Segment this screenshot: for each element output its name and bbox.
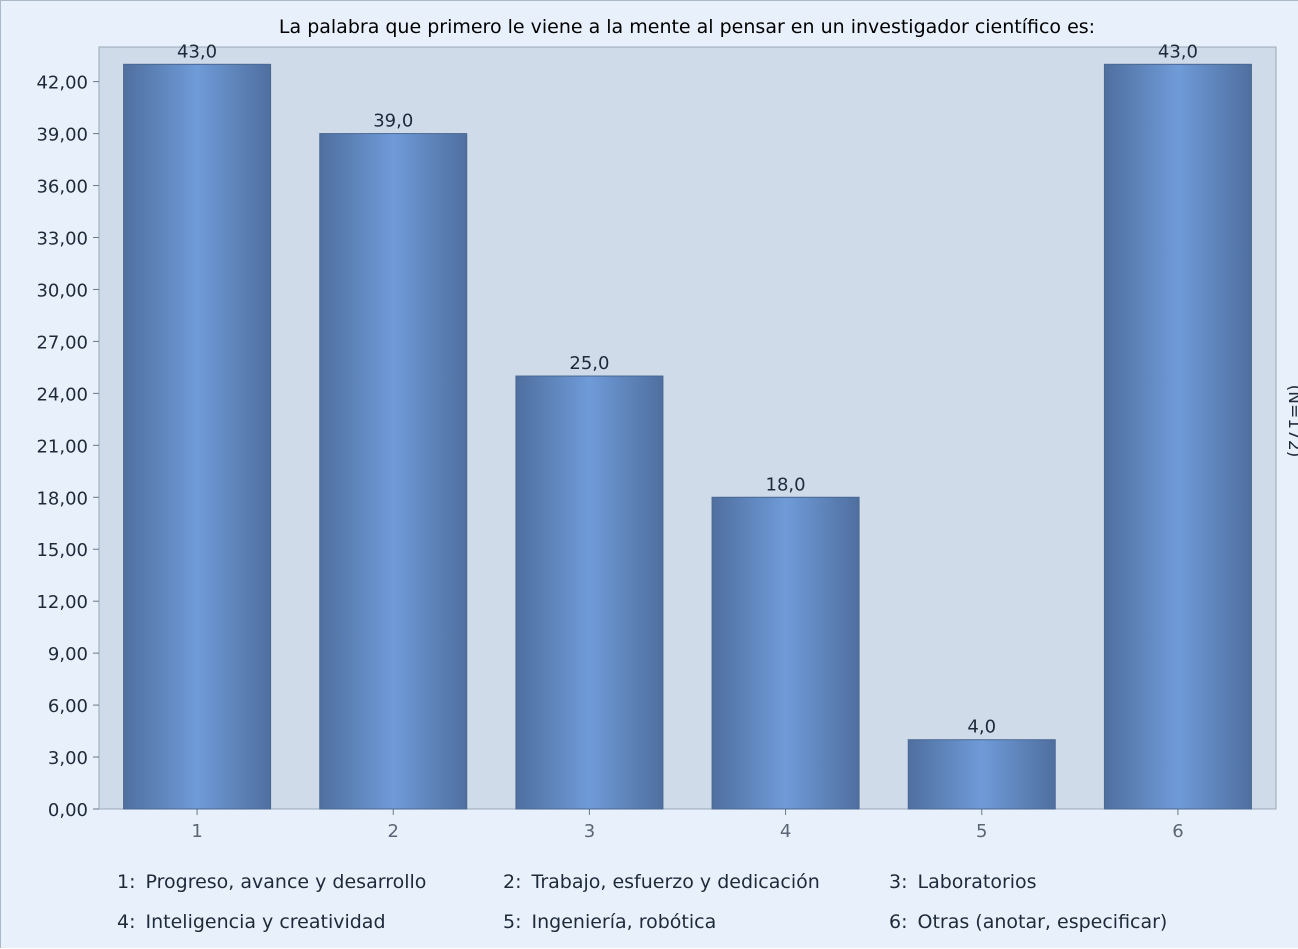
x-tick-label: 2 <box>388 821 399 842</box>
x-tick-label: 3 <box>584 821 595 842</box>
bar-4 <box>711 496 860 810</box>
y-tick-label: 3,00 <box>48 748 88 769</box>
bars: 43,0 39,0 25,0 18,0 4,0 43,0 <box>123 41 1252 810</box>
y-tick-label: 27,00 <box>36 332 88 353</box>
x-tick-label: 1 <box>191 821 202 842</box>
x-axis: 1 2 3 4 5 6 <box>191 809 1184 842</box>
legend-item-1: 1: Progreso, avance y desarrollo <box>117 871 427 893</box>
y-tick-label: 33,00 <box>36 229 88 250</box>
bar-value-label: 39,0 <box>373 111 413 132</box>
sample-size-note: (N=172) <box>1284 385 1298 458</box>
y-tick-label: 9,00 <box>48 644 88 665</box>
y-axis: 0,00 3,00 6,00 9,00 12,00 15,00 18,00 21,00 24,0… <box>36 73 99 821</box>
x-tick-label: 5 <box>976 821 987 842</box>
bar-value-label: 4,0 <box>967 717 996 738</box>
bar-3 <box>515 375 664 810</box>
y-tick-label: 39,00 <box>36 125 88 146</box>
bar-1 <box>123 63 272 810</box>
chart-title: La palabra que primero le viene a la men… <box>279 16 1095 38</box>
y-tick-label: 18,00 <box>36 488 88 509</box>
bar-value-label: 25,0 <box>569 353 609 374</box>
y-tick-label: 36,00 <box>36 177 88 198</box>
bar-value-label: 43,0 <box>1158 41 1198 62</box>
bar-value-label: 43,0 <box>177 41 217 62</box>
plot-area <box>98 46 1277 810</box>
y-tick-label: 21,00 <box>36 436 88 457</box>
legend-item-5: 5: Ingeniería, robótica <box>503 911 717 933</box>
legend-item-2: 2: Trabajo, esfuerzo y dedicación <box>503 871 820 893</box>
y-tick-label: 42,00 <box>36 73 88 94</box>
legend-item-6: 6: Otras (anotar, especificar) <box>889 911 1168 933</box>
y-tick-label: 0,00 <box>48 800 88 821</box>
y-tick-label: 24,00 <box>36 384 88 405</box>
x-tick-label: 6 <box>1172 821 1183 842</box>
y-tick-label: 12,00 <box>36 592 88 613</box>
y-tick-label: 15,00 <box>36 540 88 561</box>
bar-6 <box>1103 63 1252 810</box>
bar-2 <box>319 133 468 810</box>
y-tick-label: 6,00 <box>48 696 88 717</box>
bar-value-label: 18,0 <box>766 474 806 495</box>
x-tick-label: 4 <box>780 821 791 842</box>
bar-5 <box>907 739 1056 810</box>
legend-item-4: 4: Inteligencia y creatividad <box>117 911 386 933</box>
y-tick-label: 30,00 <box>36 280 88 301</box>
legend-item-3: 3: Laboratorios <box>889 871 1037 893</box>
